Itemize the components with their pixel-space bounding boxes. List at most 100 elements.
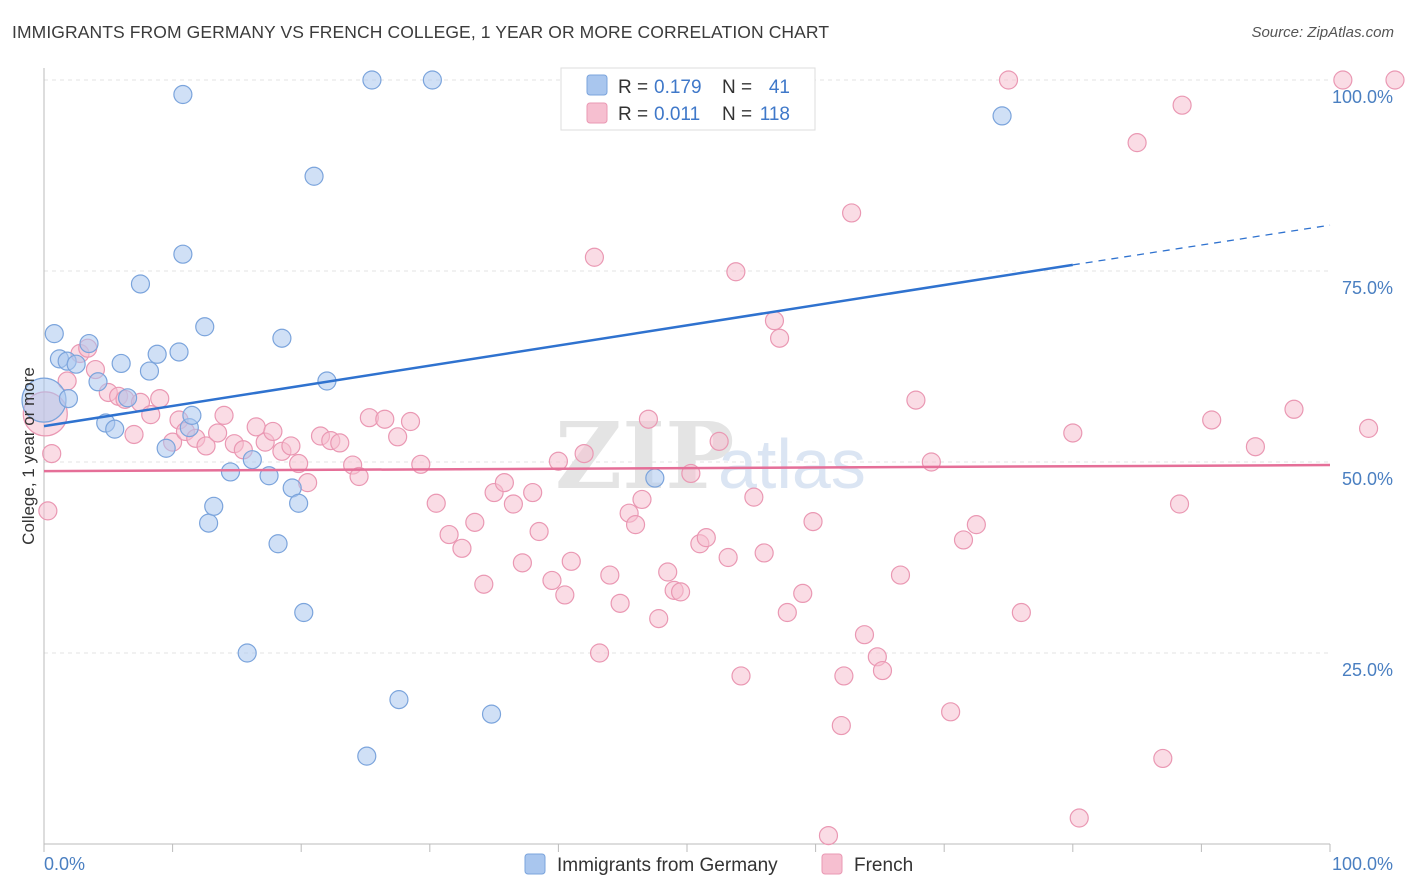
y-tick-labels: 25.0% 50.0% 75.0% 100.0% <box>1332 87 1393 680</box>
french-point <box>548 451 569 471</box>
french-point <box>542 570 562 591</box>
germany-point <box>66 354 86 374</box>
french-trend-line <box>43 463 1331 473</box>
french-point <box>289 453 309 474</box>
bottom-legend-swatch-french <box>821 853 843 875</box>
germany-point <box>173 244 193 264</box>
grid-lines <box>44 79 1330 654</box>
french-point <box>38 501 58 521</box>
bottom-legend-label-french: French <box>854 855 913 876</box>
french-point <box>529 521 549 542</box>
legend-r-value-french: 0.011 <box>654 104 700 125</box>
french-point <box>1172 95 1192 115</box>
french-point <box>439 524 459 545</box>
legend-n-label-germany: N = <box>722 77 752 98</box>
french-point <box>1245 437 1266 457</box>
trend-lines <box>43 224 1331 473</box>
germany-point <box>111 353 131 374</box>
germany-point <box>169 342 189 362</box>
french-point <box>834 666 854 686</box>
germany-point <box>147 344 167 364</box>
french-point <box>349 466 369 487</box>
germany-point <box>272 328 292 348</box>
french-point <box>1127 133 1147 153</box>
germany-point <box>182 405 202 425</box>
french-point <box>906 390 926 410</box>
french-point <box>754 543 774 563</box>
french-point <box>803 511 823 532</box>
french-point <box>1358 418 1379 438</box>
french-point <box>872 660 893 681</box>
y-tick-label: 25.0% <box>1342 660 1393 680</box>
y-tick-label: 75.0% <box>1342 278 1393 298</box>
french-point <box>1333 70 1353 90</box>
french-point <box>589 643 610 663</box>
french-point <box>831 715 851 736</box>
y-tick-label: 100.0% <box>1332 87 1393 107</box>
french-point <box>503 494 523 514</box>
french-point <box>1385 70 1405 90</box>
french-point <box>1069 808 1089 828</box>
french-point <box>1011 602 1031 623</box>
french-point <box>625 515 646 535</box>
french-point <box>842 203 862 223</box>
germany-trend-extension <box>1072 224 1331 266</box>
french-point <box>42 443 62 464</box>
germany-point <box>294 602 314 623</box>
germany-point <box>389 690 409 710</box>
french-point <box>769 328 790 348</box>
french-point <box>1169 494 1190 514</box>
germany-point <box>58 388 79 409</box>
french-point <box>150 388 170 409</box>
bottom-legend-label-germany: Immigrants from Germany <box>557 855 778 876</box>
germany-point <box>44 324 64 344</box>
french-point <box>523 482 543 503</box>
y-tick-label: 50.0% <box>1342 469 1393 489</box>
germany-point <box>156 438 176 458</box>
x-tick-label: 100.0% <box>1332 854 1393 874</box>
germany-point <box>992 106 1012 126</box>
germany-point <box>268 534 288 554</box>
french-point <box>452 538 472 558</box>
french-point <box>649 609 669 629</box>
watermark-atlas: atlas <box>718 425 866 503</box>
french-point <box>1153 748 1173 769</box>
french-point <box>124 424 144 445</box>
french-point <box>561 551 581 571</box>
french-point <box>281 436 301 456</box>
germany-point <box>220 462 241 482</box>
french-point <box>388 427 408 447</box>
french-point <box>966 515 986 535</box>
french-point <box>696 528 716 548</box>
germany-point <box>173 84 193 105</box>
french-point <box>474 574 494 594</box>
french-point <box>400 411 421 432</box>
chart-title: IMMIGRANTS FROM GERMANY VS FRENCH COLLEG… <box>12 22 830 42</box>
germany-point <box>362 70 382 90</box>
legend-r-label-french: R = <box>618 104 648 125</box>
french-point <box>941 702 961 722</box>
french-point <box>512 553 532 573</box>
french-point <box>726 262 746 282</box>
french-point <box>793 583 813 604</box>
french-point <box>330 433 350 453</box>
french-point <box>555 585 575 605</box>
legend-swatch-french <box>586 102 608 124</box>
x-tick-marks <box>43 844 1331 852</box>
french-point <box>465 512 485 532</box>
legend-swatch-germany <box>586 74 608 96</box>
french-point <box>610 593 630 613</box>
germany-point <box>195 317 215 337</box>
french-point <box>854 625 875 645</box>
germany-point <box>130 274 151 294</box>
legend-n-label-french: N = <box>722 104 752 125</box>
x-tick-labels: 0.0% 100.0% <box>44 854 1393 874</box>
french-point <box>638 409 659 429</box>
french-point <box>208 423 228 443</box>
french-point <box>953 530 974 550</box>
germany-point <box>117 388 138 408</box>
french-point <box>574 443 594 464</box>
french-point <box>731 666 751 686</box>
legend-n-value-french: 118 <box>760 104 790 125</box>
french-point <box>709 431 729 451</box>
